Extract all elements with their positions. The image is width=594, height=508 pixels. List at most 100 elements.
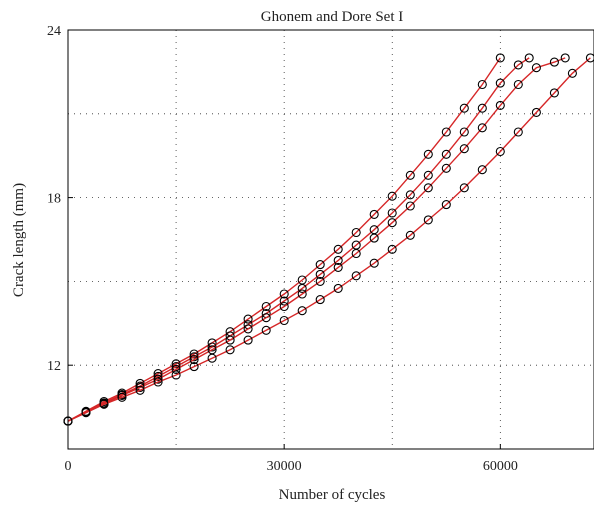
- data-point: [423, 215, 433, 225]
- x-tick-label: 60000: [483, 459, 518, 474]
- data-point: [279, 289, 289, 299]
- data-point: [495, 146, 505, 157]
- data-point: [315, 295, 325, 305]
- x-axis-label: Number of cycles: [279, 487, 386, 503]
- data-point: [135, 382, 145, 393]
- data-point: [405, 230, 415, 240]
- data-series: [63, 53, 594, 426]
- data-point: [369, 233, 379, 243]
- data-point: [171, 370, 181, 380]
- fit-line: [67, 57, 566, 422]
- grid: [68, 30, 594, 449]
- data-point: [387, 218, 397, 228]
- data-point: [333, 283, 343, 293]
- data-point: [524, 53, 534, 63]
- data-point: [459, 183, 469, 193]
- data-point: [351, 227, 361, 238]
- data-point: [405, 201, 415, 211]
- data-point: [513, 60, 523, 70]
- data-point: [261, 313, 271, 323]
- data-point: [387, 191, 397, 201]
- data-point: [333, 255, 343, 265]
- data-point: [315, 276, 325, 286]
- data-point: [243, 335, 253, 345]
- axis-ticks: 0 30000 60000 12 18 24: [47, 24, 518, 474]
- fit-line: [67, 57, 591, 422]
- data-point: [225, 345, 235, 355]
- series-1: [63, 53, 505, 426]
- data-point: [441, 200, 451, 210]
- data-point: [477, 103, 487, 113]
- data-point: [243, 314, 253, 324]
- data-point: [117, 392, 127, 402]
- data-point: [387, 244, 397, 254]
- x-tick-label: 0: [65, 459, 72, 474]
- data-point: [459, 103, 469, 113]
- data-point: [369, 209, 379, 219]
- data-point: [189, 355, 199, 365]
- data-point: [279, 296, 289, 306]
- data-point: [171, 364, 181, 374]
- data-point: [351, 248, 361, 259]
- data-point: [441, 163, 451, 173]
- data-point: [560, 53, 570, 63]
- data-point: [423, 170, 433, 180]
- data-point: [423, 183, 433, 193]
- data-point: [405, 190, 415, 200]
- data-point: [441, 127, 451, 137]
- data-point: [153, 374, 163, 384]
- data-point: [315, 260, 325, 270]
- data-point: [261, 301, 271, 312]
- data-point: [315, 269, 325, 279]
- data-point: [405, 170, 415, 180]
- data-point: [207, 353, 217, 363]
- data-point: [225, 335, 235, 345]
- y-axis-label: Crack length (mm): [11, 183, 27, 297]
- data-point: [297, 283, 307, 293]
- data-point: [189, 362, 199, 372]
- data-point: [153, 377, 163, 387]
- data-point: [297, 289, 307, 299]
- y-tick-label: 18: [47, 192, 61, 207]
- data-point: [261, 325, 271, 335]
- data-point: [477, 79, 487, 90]
- y-tick-label: 24: [47, 24, 61, 39]
- chart-title: Ghonem and Dore Set I: [261, 9, 403, 25]
- data-point: [495, 78, 505, 88]
- data-point: [441, 149, 451, 159]
- data-point: [477, 123, 487, 133]
- data-point: [495, 100, 505, 110]
- data-point: [459, 127, 469, 137]
- data-point: [567, 68, 577, 78]
- data-point: [279, 301, 289, 312]
- data-point: [549, 88, 559, 98]
- y-tick-label: 12: [47, 359, 61, 374]
- series-3: [63, 53, 570, 426]
- data-point: [495, 53, 505, 63]
- data-point: [99, 399, 109, 409]
- data-point: [531, 63, 541, 73]
- data-point: [585, 53, 594, 63]
- data-point: [279, 315, 289, 326]
- data-point: [297, 306, 307, 316]
- data-point: [333, 262, 343, 272]
- data-point: [333, 244, 343, 254]
- data-point: [531, 107, 541, 117]
- data-point: [477, 165, 487, 175]
- data-point: [513, 79, 523, 90]
- data-point: [369, 258, 379, 268]
- series-4: [63, 53, 594, 426]
- data-point: [513, 127, 523, 137]
- data-point: [549, 57, 559, 67]
- data-point: [243, 324, 253, 334]
- plot-frame: [67, 29, 594, 450]
- data-point: [81, 408, 91, 418]
- fit-line: [67, 57, 530, 422]
- data-point: [351, 271, 361, 281]
- data-point: [423, 149, 433, 159]
- data-point: [135, 385, 145, 395]
- data-point: [459, 144, 469, 154]
- data-point: [387, 208, 397, 218]
- x-tick-label: 30000: [267, 459, 302, 474]
